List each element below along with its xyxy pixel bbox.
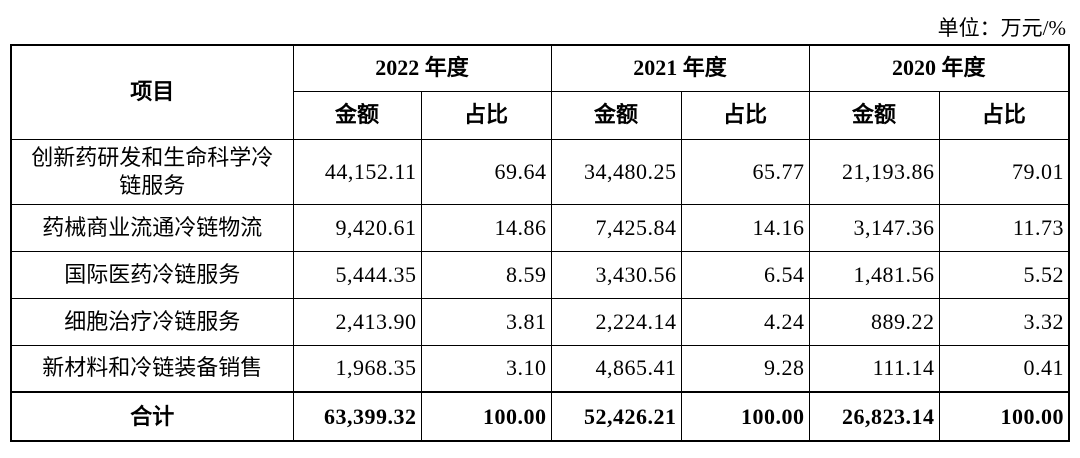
cell: 1,481.56 <box>808 250 940 299</box>
cell: 79.01 <box>938 138 1070 205</box>
subheader: 金额 <box>808 90 940 140</box>
data-row: 药械商业流通冷链物流 9,420.61 14.86 7,425.84 14.16 3,14… <box>10 203 1070 252</box>
subheader: 占比 <box>420 90 552 140</box>
row-label: 国际医药冷链服务 <box>10 250 294 299</box>
cell: 9,420.61 <box>292 203 422 252</box>
row-label: 药械商业流通冷链物流 <box>10 203 294 252</box>
total-cell: 26,823.14 <box>808 391 940 442</box>
cell: 14.86 <box>420 203 552 252</box>
subheader: 占比 <box>938 90 1070 140</box>
total-cell: 100.00 <box>938 391 1070 442</box>
subheader: 金额 <box>292 90 422 140</box>
total-cell: 63,399.32 <box>292 391 422 442</box>
cell: 34,480.25 <box>550 138 682 205</box>
cell: 3.81 <box>420 297 552 346</box>
cell: 2,413.90 <box>292 297 422 346</box>
cell: 9.28 <box>680 344 810 393</box>
total-cell: 100.00 <box>420 391 552 442</box>
cell: 3,147.36 <box>808 203 940 252</box>
cell: 7,425.84 <box>550 203 682 252</box>
total-cell: 52,426.21 <box>550 391 682 442</box>
cell: 5,444.35 <box>292 250 422 299</box>
cell: 44,152.11 <box>292 138 422 205</box>
cell: 0.41 <box>938 344 1070 393</box>
year-header: 2022 年度 <box>292 44 552 92</box>
year-header: 2020 年度 <box>808 44 1070 92</box>
cell: 3,430.56 <box>550 250 682 299</box>
data-table: 项目 2022 年度 2021 年度 2020 年度 金额 占比 金额 占比 金额 占比 … <box>10 44 1071 442</box>
cell: 4,865.41 <box>550 344 682 393</box>
cell: 2,224.14 <box>550 297 682 346</box>
cell: 3.32 <box>938 297 1070 346</box>
cell: 8.59 <box>420 250 552 299</box>
year-header: 2021 年度 <box>550 44 810 92</box>
subheader: 金额 <box>550 90 682 140</box>
total-row: 合计 63,399.32 100.00 52,426.21 100.00 26,823.1… <box>10 391 1070 442</box>
cell: 14.16 <box>680 203 810 252</box>
cell: 65.77 <box>680 138 810 205</box>
cell: 1,968.35 <box>292 344 422 393</box>
data-row: 细胞治疗冷链服务 2,413.90 3.81 2,224.14 4.24 889.22 3.… <box>10 297 1070 346</box>
subheader: 占比 <box>680 90 810 140</box>
cell: 21,193.86 <box>808 138 940 205</box>
cell: 5.52 <box>938 250 1070 299</box>
data-row: 国际医药冷链服务 5,444.35 8.59 3,430.56 6.54 1,481.56… <box>10 250 1070 299</box>
cell: 4.24 <box>680 297 810 346</box>
total-label: 合计 <box>10 391 294 442</box>
row-label: 新材料和冷链装备销售 <box>10 344 294 393</box>
data-row: 创新药研发和生命科学冷链服务 44,152.11 69.64 34,480.25 65.… <box>10 138 1070 205</box>
unit-label: 单位：万元/% <box>937 16 1066 40</box>
cell: 6.54 <box>680 250 810 299</box>
item-header: 项目 <box>10 44 294 140</box>
data-row: 新材料和冷链装备销售 1,968.35 3.10 4,865.41 9.28 111.14… <box>10 344 1070 393</box>
cell: 111.14 <box>808 344 940 393</box>
total-cell: 100.00 <box>680 391 810 442</box>
cell: 11.73 <box>938 203 1070 252</box>
cell: 69.64 <box>420 138 552 205</box>
cell: 889.22 <box>808 297 940 346</box>
row-label: 创新药研发和生命科学冷链服务 <box>10 138 294 205</box>
header-row: 项目 2022 年度 2021 年度 2020 年度 <box>10 44 1070 140</box>
cell: 3.10 <box>420 344 552 393</box>
row-label: 细胞治疗冷链服务 <box>10 297 294 346</box>
